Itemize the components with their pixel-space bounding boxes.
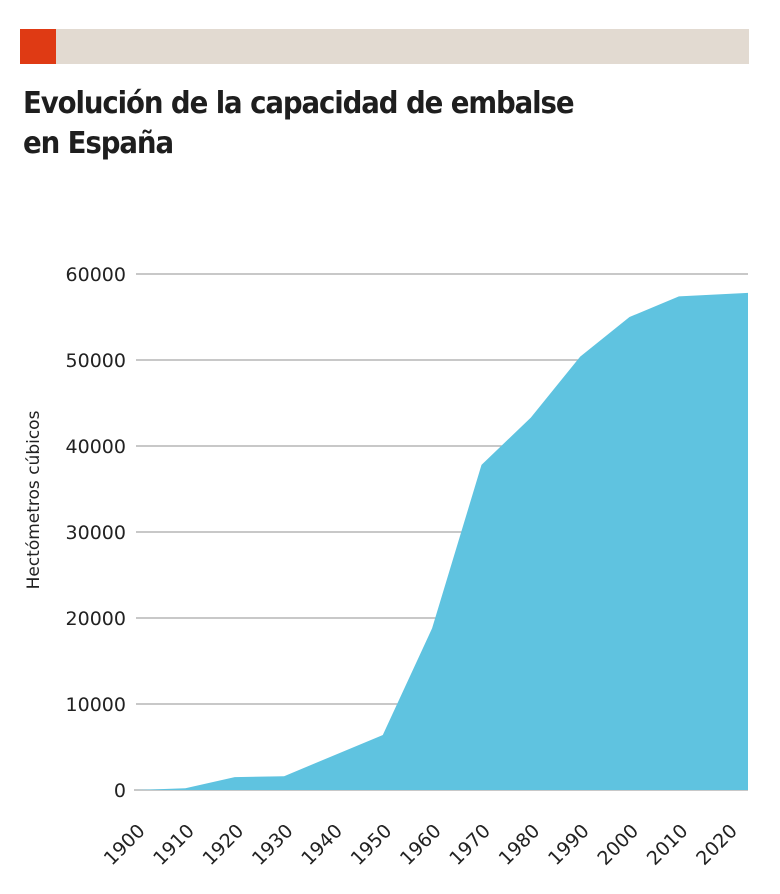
x-tick-label: 2020: [692, 820, 742, 870]
y-tick-label: 20000: [66, 608, 126, 630]
x-tick-label: 1920: [198, 820, 248, 870]
header-bar: [20, 29, 749, 64]
x-tick-label: 1960: [396, 820, 446, 870]
x-tick-label: 1900: [100, 820, 150, 870]
header-accent: [20, 29, 56, 64]
y-axis-label: Hectómetros cúbicos: [24, 410, 44, 589]
x-tick-label: 1990: [544, 820, 594, 870]
x-tick-label: 1980: [495, 820, 545, 870]
area-fill: [136, 292, 748, 790]
x-tick-label: 1910: [149, 820, 199, 870]
x-tick-label: 1970: [445, 820, 495, 870]
y-tick-label: 30000: [66, 522, 126, 544]
chart-title: Evolución de la capacidad de embalse en …: [23, 84, 685, 164]
y-axis-ticks: 0 10000 20000 30000 40000 50000 60000: [66, 264, 126, 802]
x-tick-label: 2000: [593, 820, 643, 870]
y-tick-label: 10000: [66, 694, 126, 716]
x-axis-ticks: 1900 1910 1920 1930 1940 1950 1960 1970 1980 1990…: [100, 820, 742, 870]
y-tick-label: 60000: [66, 264, 126, 286]
x-tick-label: 1940: [297, 820, 347, 870]
x-tick-label: 1930: [248, 820, 298, 870]
title-line-2: en España: [23, 126, 174, 161]
y-tick-label: 0: [114, 780, 126, 802]
area-series: [136, 292, 748, 790]
title-line-1: Evolución de la capacidad de embalse: [23, 86, 575, 121]
y-tick-label: 40000: [66, 436, 126, 458]
x-tick-label: 1950: [347, 820, 397, 870]
y-tick-label: 50000: [66, 350, 126, 372]
x-tick-label: 2010: [643, 820, 693, 870]
